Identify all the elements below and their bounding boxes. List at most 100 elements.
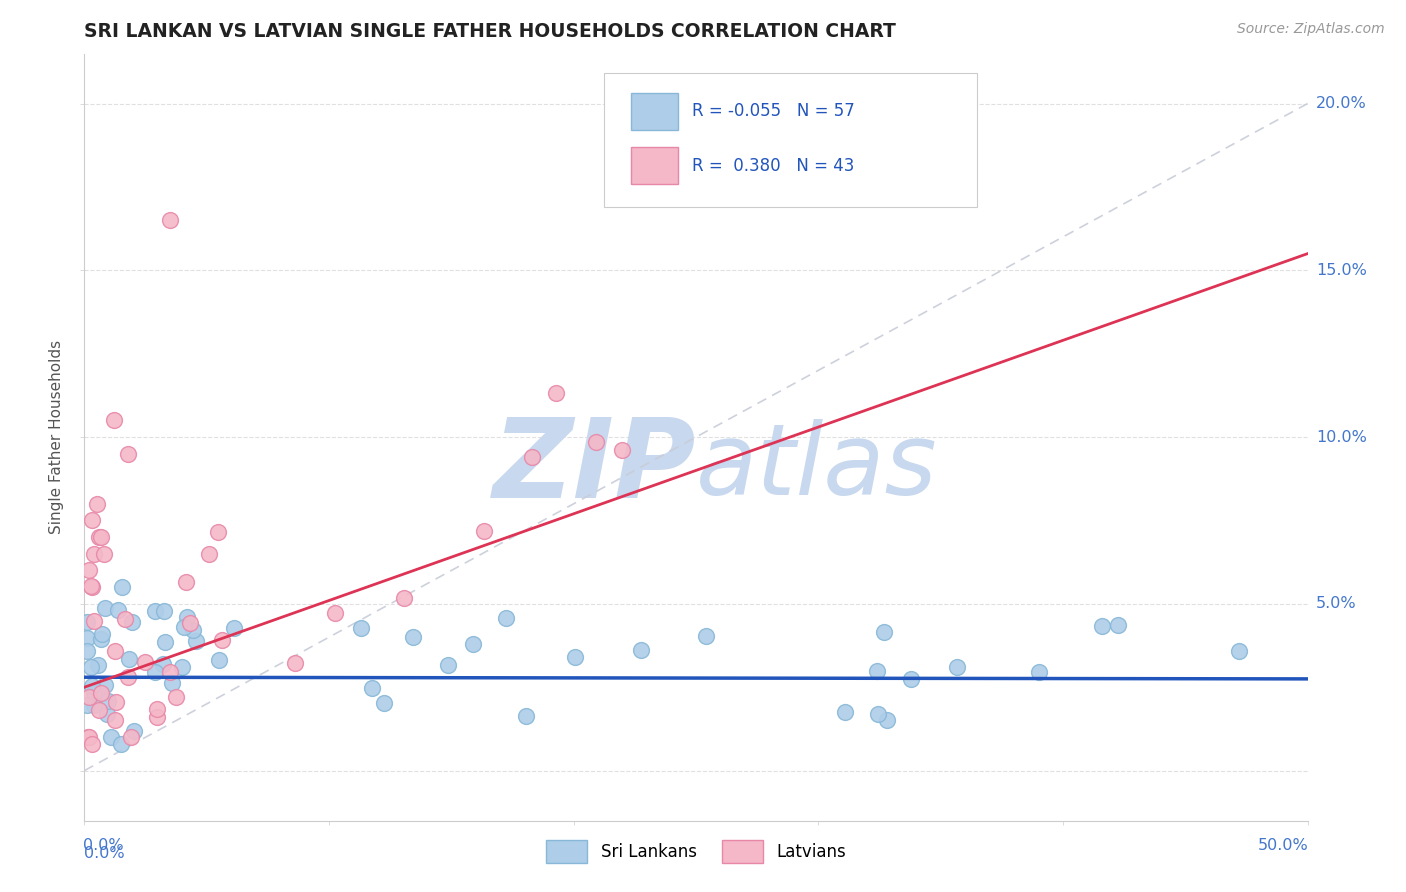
Point	[104, 695, 127, 709]
Point	[162, 675, 184, 690]
Point	[117, 447, 139, 461]
Point	[695, 629, 717, 643]
Point	[544, 386, 567, 401]
Point	[83, 547, 105, 561]
Point	[118, 652, 141, 666]
Point	[104, 644, 127, 658]
FancyBboxPatch shape	[631, 94, 678, 130]
Point	[89, 686, 111, 700]
Point	[323, 606, 346, 620]
Point	[87, 658, 110, 673]
Point	[461, 637, 484, 651]
Text: 15.0%: 15.0%	[1316, 263, 1367, 277]
Text: ZIP: ZIP	[492, 414, 696, 521]
Text: Source: ZipAtlas.com: Source: ZipAtlas.com	[1237, 22, 1385, 37]
Point	[80, 737, 103, 751]
Point	[76, 698, 98, 712]
Point	[211, 633, 233, 648]
Point	[495, 611, 517, 625]
Point	[172, 660, 194, 674]
Text: SRI LANKAN VS LATVIAN SINGLE FATHER HOUSEHOLDS CORRELATION CHART: SRI LANKAN VS LATVIAN SINGLE FATHER HOUS…	[84, 21, 896, 41]
Point	[1107, 617, 1129, 632]
Point	[165, 690, 187, 704]
Point	[224, 621, 246, 635]
Text: R =  0.380   N = 43: R = 0.380 N = 43	[692, 157, 855, 176]
Point	[350, 621, 373, 635]
Point	[394, 591, 416, 606]
Point	[173, 620, 195, 634]
FancyBboxPatch shape	[605, 73, 977, 207]
Point	[522, 450, 544, 465]
Legend: Sri Lankans, Latvians: Sri Lankans, Latvians	[538, 833, 853, 870]
Point	[181, 623, 204, 637]
Point	[76, 644, 98, 658]
Point	[80, 659, 103, 673]
Point	[208, 652, 231, 666]
Point	[96, 707, 118, 722]
Point	[107, 603, 129, 617]
Point	[122, 723, 145, 738]
Point	[143, 603, 166, 617]
Point	[437, 658, 460, 673]
Point	[91, 627, 114, 641]
Point	[159, 665, 181, 680]
Point	[159, 213, 181, 227]
Point	[872, 624, 894, 639]
Point	[80, 679, 103, 693]
Point	[134, 655, 156, 669]
Point	[186, 633, 208, 648]
Point	[179, 616, 201, 631]
Point	[1028, 665, 1050, 679]
Point	[121, 615, 143, 629]
Text: atlas: atlas	[696, 419, 938, 516]
Point	[117, 670, 139, 684]
Point	[90, 530, 112, 544]
Point	[83, 614, 105, 628]
FancyBboxPatch shape	[631, 147, 678, 184]
Point	[564, 650, 586, 665]
Point	[143, 665, 166, 680]
Point	[77, 564, 100, 578]
Point	[83, 686, 105, 700]
Text: 50.0%: 50.0%	[1258, 838, 1309, 853]
Point	[100, 731, 122, 745]
Point	[83, 698, 105, 713]
Point	[361, 681, 384, 696]
Point	[114, 612, 136, 626]
Point	[207, 525, 229, 540]
Point	[152, 604, 174, 618]
Point	[876, 713, 898, 727]
Point	[145, 710, 167, 724]
Point	[585, 435, 607, 450]
Point	[284, 656, 307, 670]
Point	[153, 634, 176, 648]
Text: 20.0%: 20.0%	[1316, 96, 1367, 111]
Point	[402, 630, 425, 644]
Point	[103, 413, 125, 427]
Point	[80, 513, 103, 527]
Text: 5.0%: 5.0%	[1316, 597, 1357, 611]
Text: 10.0%: 10.0%	[1316, 430, 1367, 444]
Point	[86, 497, 108, 511]
Point	[110, 737, 132, 751]
Point	[630, 642, 652, 657]
Point	[79, 579, 101, 593]
Point	[834, 706, 856, 720]
Text: R = -0.055   N = 57: R = -0.055 N = 57	[692, 102, 855, 120]
Point	[89, 703, 111, 717]
Y-axis label: Single Father Households: Single Father Households	[49, 340, 65, 534]
Point	[77, 690, 100, 704]
Point	[176, 610, 198, 624]
Point	[152, 657, 174, 671]
Point	[77, 731, 100, 745]
Point	[76, 631, 98, 645]
Point	[197, 547, 219, 561]
Point	[946, 659, 969, 673]
Point	[80, 580, 103, 594]
Point	[146, 702, 169, 716]
Point	[97, 694, 120, 708]
Text: 0.0%: 0.0%	[84, 846, 125, 861]
Point	[1227, 643, 1250, 657]
Point	[868, 707, 890, 722]
Text: 0.0%: 0.0%	[83, 838, 124, 853]
